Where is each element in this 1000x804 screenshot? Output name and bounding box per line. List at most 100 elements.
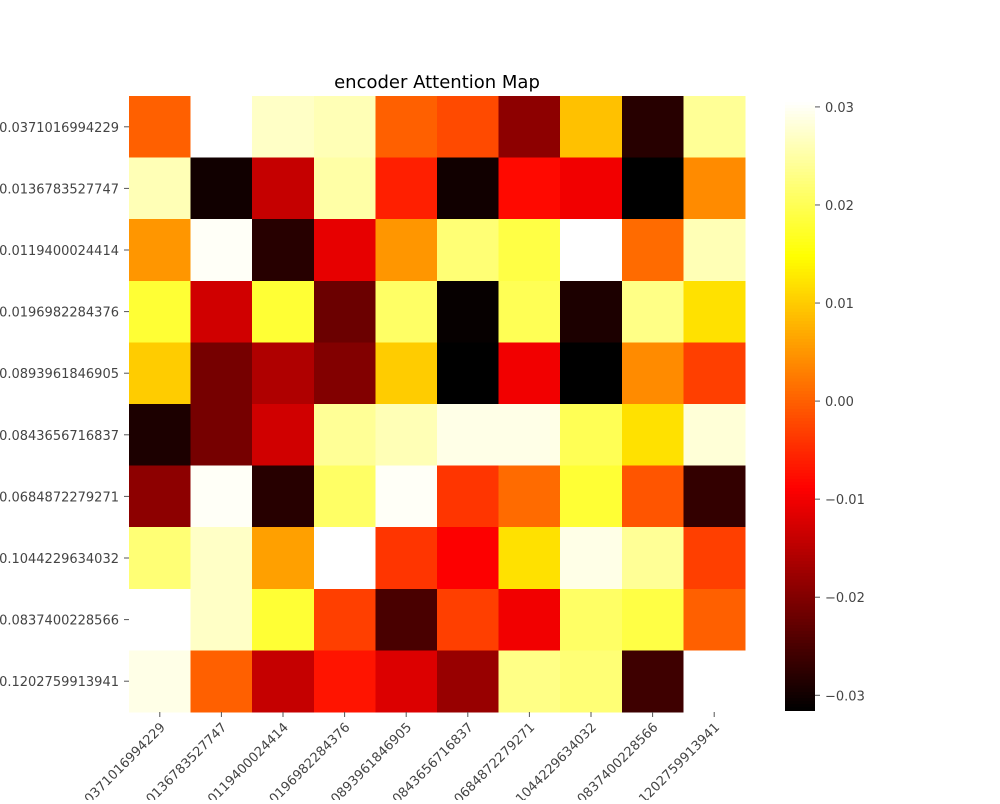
colorbar-segment bbox=[785, 342, 815, 346]
colorbar-segment bbox=[785, 627, 815, 632]
colorbar-segment bbox=[785, 436, 815, 441]
heatmap-cell bbox=[190, 342, 253, 405]
heatmap-cell bbox=[560, 157, 623, 220]
heatmap-cell bbox=[313, 157, 376, 220]
colorbar-segment bbox=[785, 445, 815, 450]
heatmap-cell bbox=[129, 404, 192, 467]
colorbar-segment bbox=[785, 567, 815, 571]
heatmap-cell bbox=[498, 465, 561, 528]
colorbar-segment bbox=[785, 190, 815, 194]
colorbar-segment bbox=[785, 378, 815, 383]
colorbar-segment bbox=[785, 308, 815, 313]
colorbar-segment bbox=[785, 606, 815, 611]
colorbar-segment bbox=[785, 673, 815, 678]
colorbar-segment bbox=[785, 387, 815, 392]
colorbar-segment bbox=[785, 652, 815, 657]
heatmap-cell bbox=[437, 342, 500, 405]
colorbar-segment bbox=[785, 424, 815, 429]
colorbar-segment bbox=[785, 640, 815, 644]
y-tick-label: 0.1202759913941 bbox=[0, 675, 119, 690]
colorbar-segment bbox=[785, 135, 815, 140]
colorbar-segment bbox=[785, 299, 815, 304]
colorbar-segment bbox=[785, 138, 815, 143]
colorbar-segment bbox=[785, 202, 815, 207]
colorbar-segment bbox=[785, 469, 815, 474]
colorbar-segment bbox=[785, 220, 815, 225]
colorbar-segment bbox=[785, 296, 815, 301]
colorbar-segment bbox=[785, 500, 815, 505]
heatmap-cell bbox=[313, 219, 376, 282]
heatmap-cell bbox=[252, 219, 315, 282]
colorbar-segment bbox=[785, 244, 815, 249]
heatmap-cell bbox=[375, 157, 438, 220]
colorbar-segment bbox=[785, 287, 815, 292]
colorbar-segment bbox=[785, 384, 815, 389]
heatmap-cell bbox=[437, 650, 500, 713]
colorbar-segment bbox=[785, 351, 815, 356]
heatmap-cell bbox=[560, 527, 623, 590]
heatmap-cells bbox=[129, 96, 746, 713]
heatmap-cell bbox=[252, 588, 315, 651]
heatmap-cell bbox=[560, 96, 623, 159]
heatmap-cell bbox=[375, 342, 438, 405]
heatmap-cell bbox=[683, 219, 746, 282]
colorbar-segment bbox=[785, 284, 815, 289]
colorbar-segment bbox=[785, 260, 815, 264]
heatmap-cell bbox=[129, 342, 192, 405]
colorbar-segment bbox=[785, 181, 815, 185]
heatmap-cell bbox=[621, 527, 684, 590]
colorbar-segment bbox=[785, 694, 815, 699]
heatmap-cell bbox=[129, 157, 192, 220]
colorbar-segment bbox=[785, 664, 815, 669]
heatmap-cell bbox=[375, 650, 438, 713]
colorbar-segment bbox=[785, 512, 815, 517]
colorbar-segment bbox=[785, 317, 815, 322]
heatmap-cell bbox=[190, 650, 253, 713]
y-tick-label: 0.0837400228566 bbox=[0, 614, 119, 629]
colorbar-segment bbox=[785, 418, 815, 422]
colorbar-segment bbox=[785, 193, 815, 198]
colorbar-segment bbox=[785, 570, 815, 574]
colorbar-segment bbox=[785, 375, 815, 380]
colorbar-segment bbox=[785, 153, 815, 158]
heatmap-cell bbox=[190, 280, 253, 343]
heatmap-cell bbox=[252, 157, 315, 220]
heatmap-cell bbox=[252, 280, 315, 343]
colorbar-segment bbox=[785, 393, 815, 398]
colorbar-segment bbox=[785, 685, 815, 690]
heatmap-cell bbox=[375, 588, 438, 651]
colorbar-segment bbox=[785, 536, 815, 541]
colorbar-segment bbox=[785, 290, 815, 295]
colorbar-segment bbox=[785, 320, 815, 325]
colorbar-segment bbox=[785, 208, 815, 213]
heatmap-cell bbox=[683, 342, 746, 405]
colorbar-segment bbox=[785, 278, 815, 283]
colorbar-segment bbox=[785, 646, 815, 650]
colorbar-segment bbox=[785, 612, 815, 617]
colorbar-segment bbox=[785, 147, 815, 152]
colorbar-segment bbox=[785, 302, 815, 307]
colorbar-segment bbox=[785, 421, 815, 426]
colorbar-segment bbox=[785, 427, 815, 432]
heatmap-cell bbox=[683, 465, 746, 528]
colorbar-segment bbox=[785, 667, 815, 672]
heatmap-cell bbox=[190, 465, 253, 528]
colorbar-segment bbox=[785, 527, 815, 532]
heatmap-cell bbox=[437, 157, 500, 220]
colorbar-segment bbox=[785, 226, 815, 231]
colorbar-segment bbox=[785, 676, 815, 681]
colorbar-segment bbox=[785, 588, 815, 593]
colorbar-segment bbox=[785, 184, 815, 188]
heatmap-cell bbox=[498, 157, 561, 220]
y-axis-labels: -0.0371016994229 0.0136783527747 0.0119400… bbox=[0, 121, 129, 690]
colorbar-segment bbox=[785, 594, 815, 599]
heatmap-cell bbox=[560, 465, 623, 528]
colorbar-segment bbox=[785, 518, 815, 523]
colorbar-segment bbox=[785, 257, 815, 261]
colorbar-segment bbox=[785, 515, 815, 520]
colorbar-segment bbox=[785, 463, 815, 468]
colorbar-segment bbox=[785, 187, 815, 191]
colorbar-segment bbox=[785, 102, 815, 106]
colorbar-segment bbox=[785, 624, 815, 629]
